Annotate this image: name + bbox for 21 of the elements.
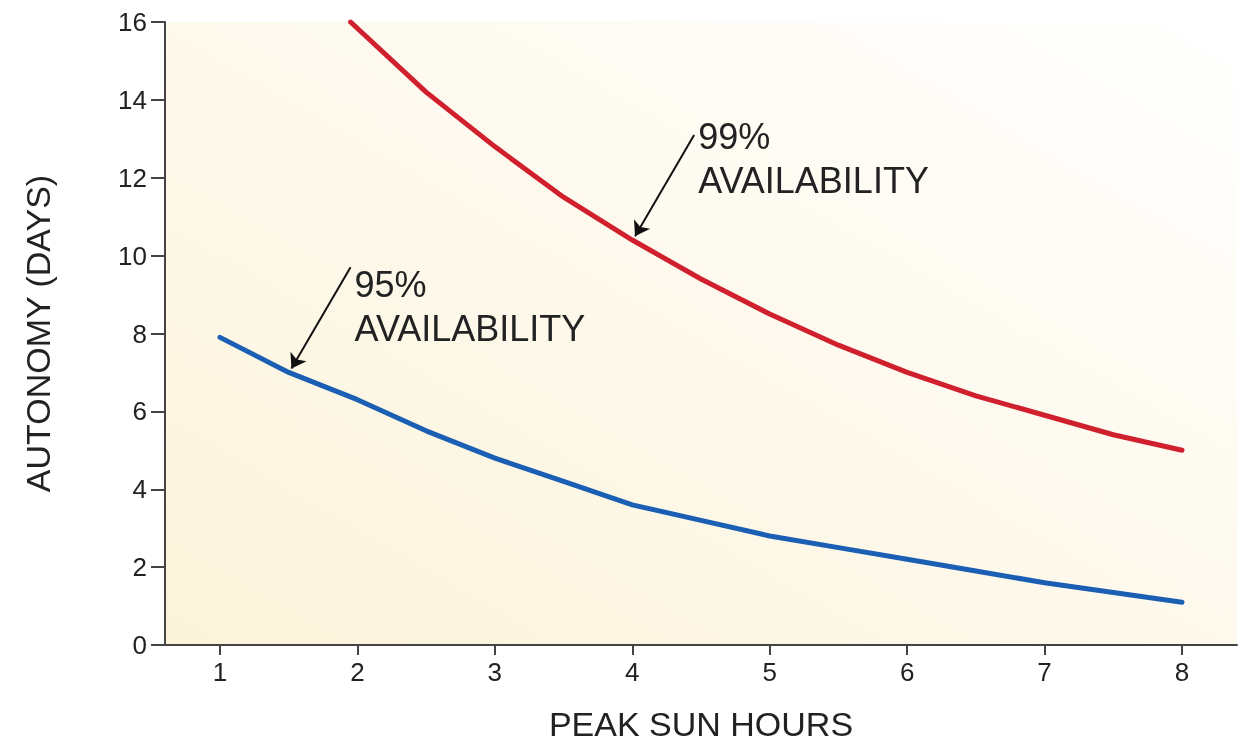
- annotation: 99% AVAILABILITY: [698, 116, 929, 202]
- x-tick-label: 2: [350, 657, 365, 687]
- y-tick-label: 0: [132, 630, 147, 660]
- y-tick-label: 14: [118, 84, 147, 115]
- y-tick-label: 8: [132, 318, 147, 349]
- y-axis-title: AUTONOMY (DAYS): [19, 174, 57, 493]
- x-tick-label: 3: [487, 657, 503, 687]
- y-tick-label: 10: [118, 240, 147, 271]
- y-tick-label: 2: [132, 552, 147, 583]
- x-axis-title: PEAK SUN HOURS: [548, 705, 854, 743]
- y-tick-label: 4: [132, 474, 147, 505]
- x-tick-label: 7: [1037, 657, 1052, 687]
- y-tick-label: 12: [118, 162, 147, 193]
- x-tick-label: 1: [212, 657, 228, 687]
- x-tick-label: 8: [1174, 657, 1190, 687]
- x-tick-label: 4: [625, 657, 640, 687]
- x-tick-label: 5: [762, 657, 777, 687]
- y-tick-label: 6: [132, 396, 147, 427]
- annotation: 95% AVAILABILITY: [354, 264, 586, 350]
- y-tick-label: 16: [118, 7, 147, 37]
- x-tick-label: 6: [899, 657, 915, 687]
